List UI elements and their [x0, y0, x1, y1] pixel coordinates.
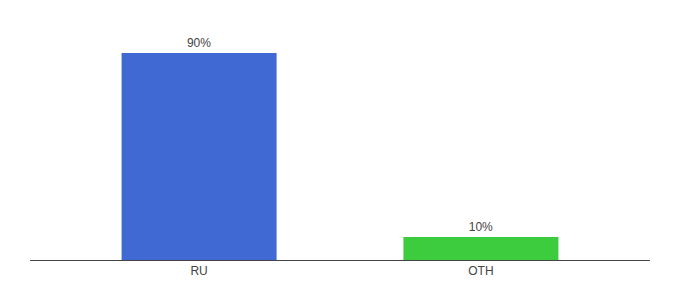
- svg-text:10%: 10%: [469, 220, 493, 234]
- svg-text:90%: 90%: [187, 36, 211, 50]
- svg-text:OTH: OTH: [468, 264, 493, 278]
- svg-text:RU: RU: [190, 264, 207, 278]
